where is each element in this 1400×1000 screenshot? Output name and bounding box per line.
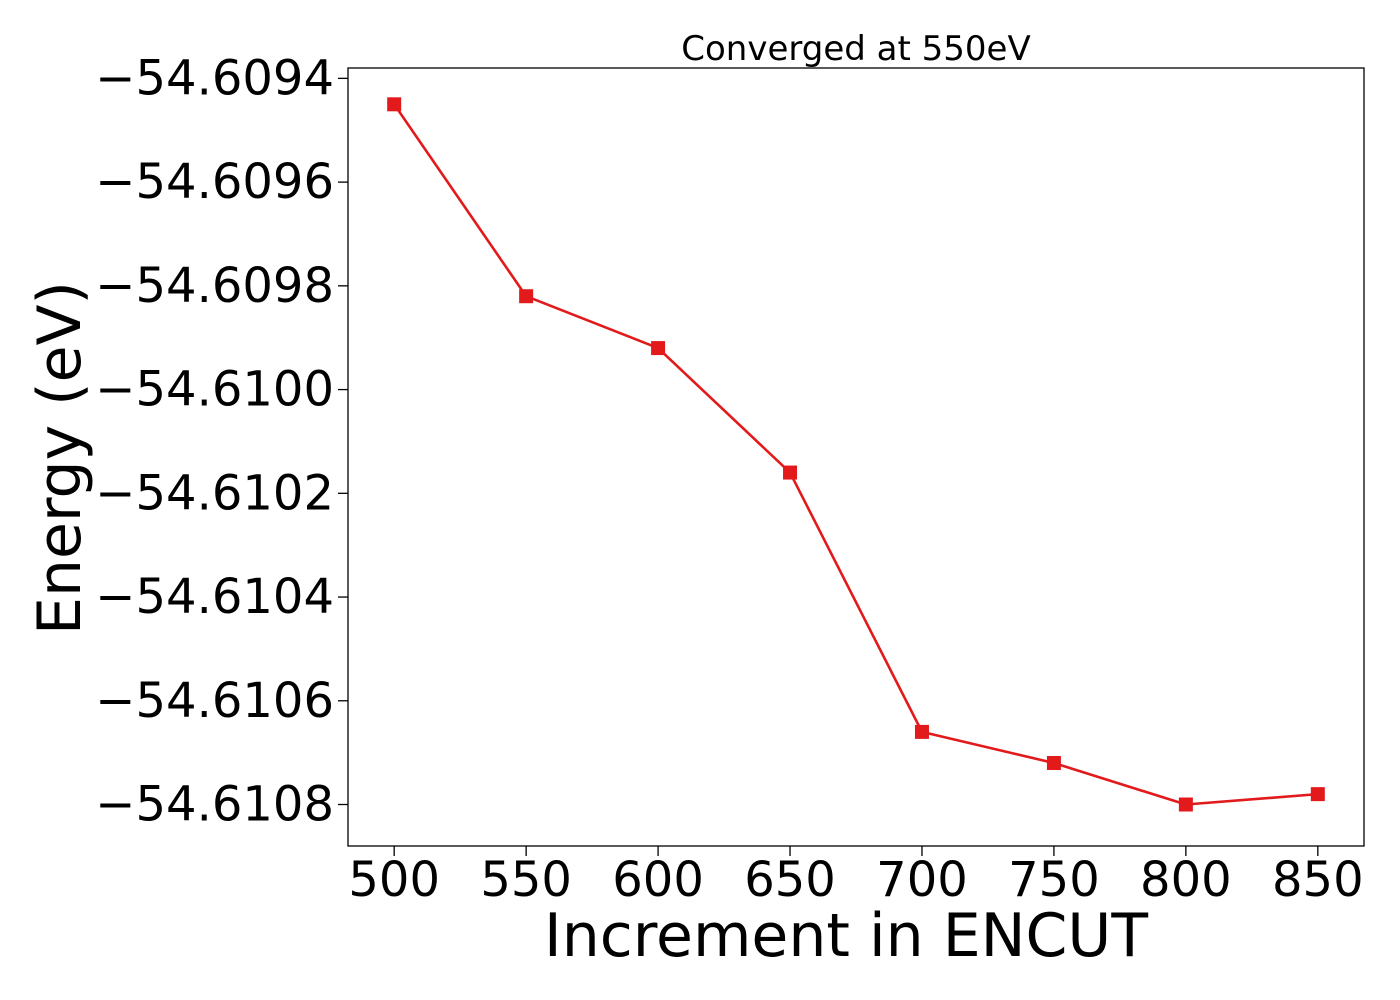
chart-title: Converged at 550eV <box>681 29 1030 69</box>
x-axis-label: Increment in ENCUT <box>544 901 1148 971</box>
y-tick-label: −54.6100 <box>95 362 334 418</box>
data-point-marker <box>519 289 534 304</box>
x-tick-label: 750 <box>1008 852 1100 908</box>
y-tick-label: −54.6098 <box>95 258 334 314</box>
y-tick-label: −54.6102 <box>95 465 334 521</box>
x-axis: 500 550 600 650 700 750 800 850 <box>348 846 1364 908</box>
y-tick-label: −54.6108 <box>95 777 334 833</box>
data-point-marker <box>651 341 666 356</box>
x-tick-label: 550 <box>480 852 572 908</box>
x-tick-label: 500 <box>348 852 440 908</box>
x-tick-label: 800 <box>1140 852 1232 908</box>
y-tick-label: −54.6106 <box>95 673 334 729</box>
data-point-marker <box>783 465 798 480</box>
y-tick-label: −54.6104 <box>95 569 334 625</box>
x-tick-label: 600 <box>612 852 704 908</box>
y-axis-label: Energy (eV) <box>25 281 95 635</box>
y-tick-label: −54.6094 <box>95 50 334 106</box>
data-point-marker <box>1178 797 1193 812</box>
data-point-marker <box>914 724 929 739</box>
series-line <box>393 103 1318 806</box>
plot-frame <box>347 67 1365 847</box>
data-point-marker <box>1046 756 1061 771</box>
x-tick-label: 650 <box>744 852 836 908</box>
data-point-marker <box>1310 787 1325 802</box>
plot-area <box>347 67 1365 847</box>
data-point-marker <box>387 97 402 112</box>
x-tick-label: 850 <box>1272 852 1364 908</box>
y-axis: −54.6094 −54.6096 −54.6098 −54.6100 −54.6102… <box>95 50 348 833</box>
x-tick-label: 700 <box>876 852 968 908</box>
y-tick-label: −54.6096 <box>95 154 334 210</box>
